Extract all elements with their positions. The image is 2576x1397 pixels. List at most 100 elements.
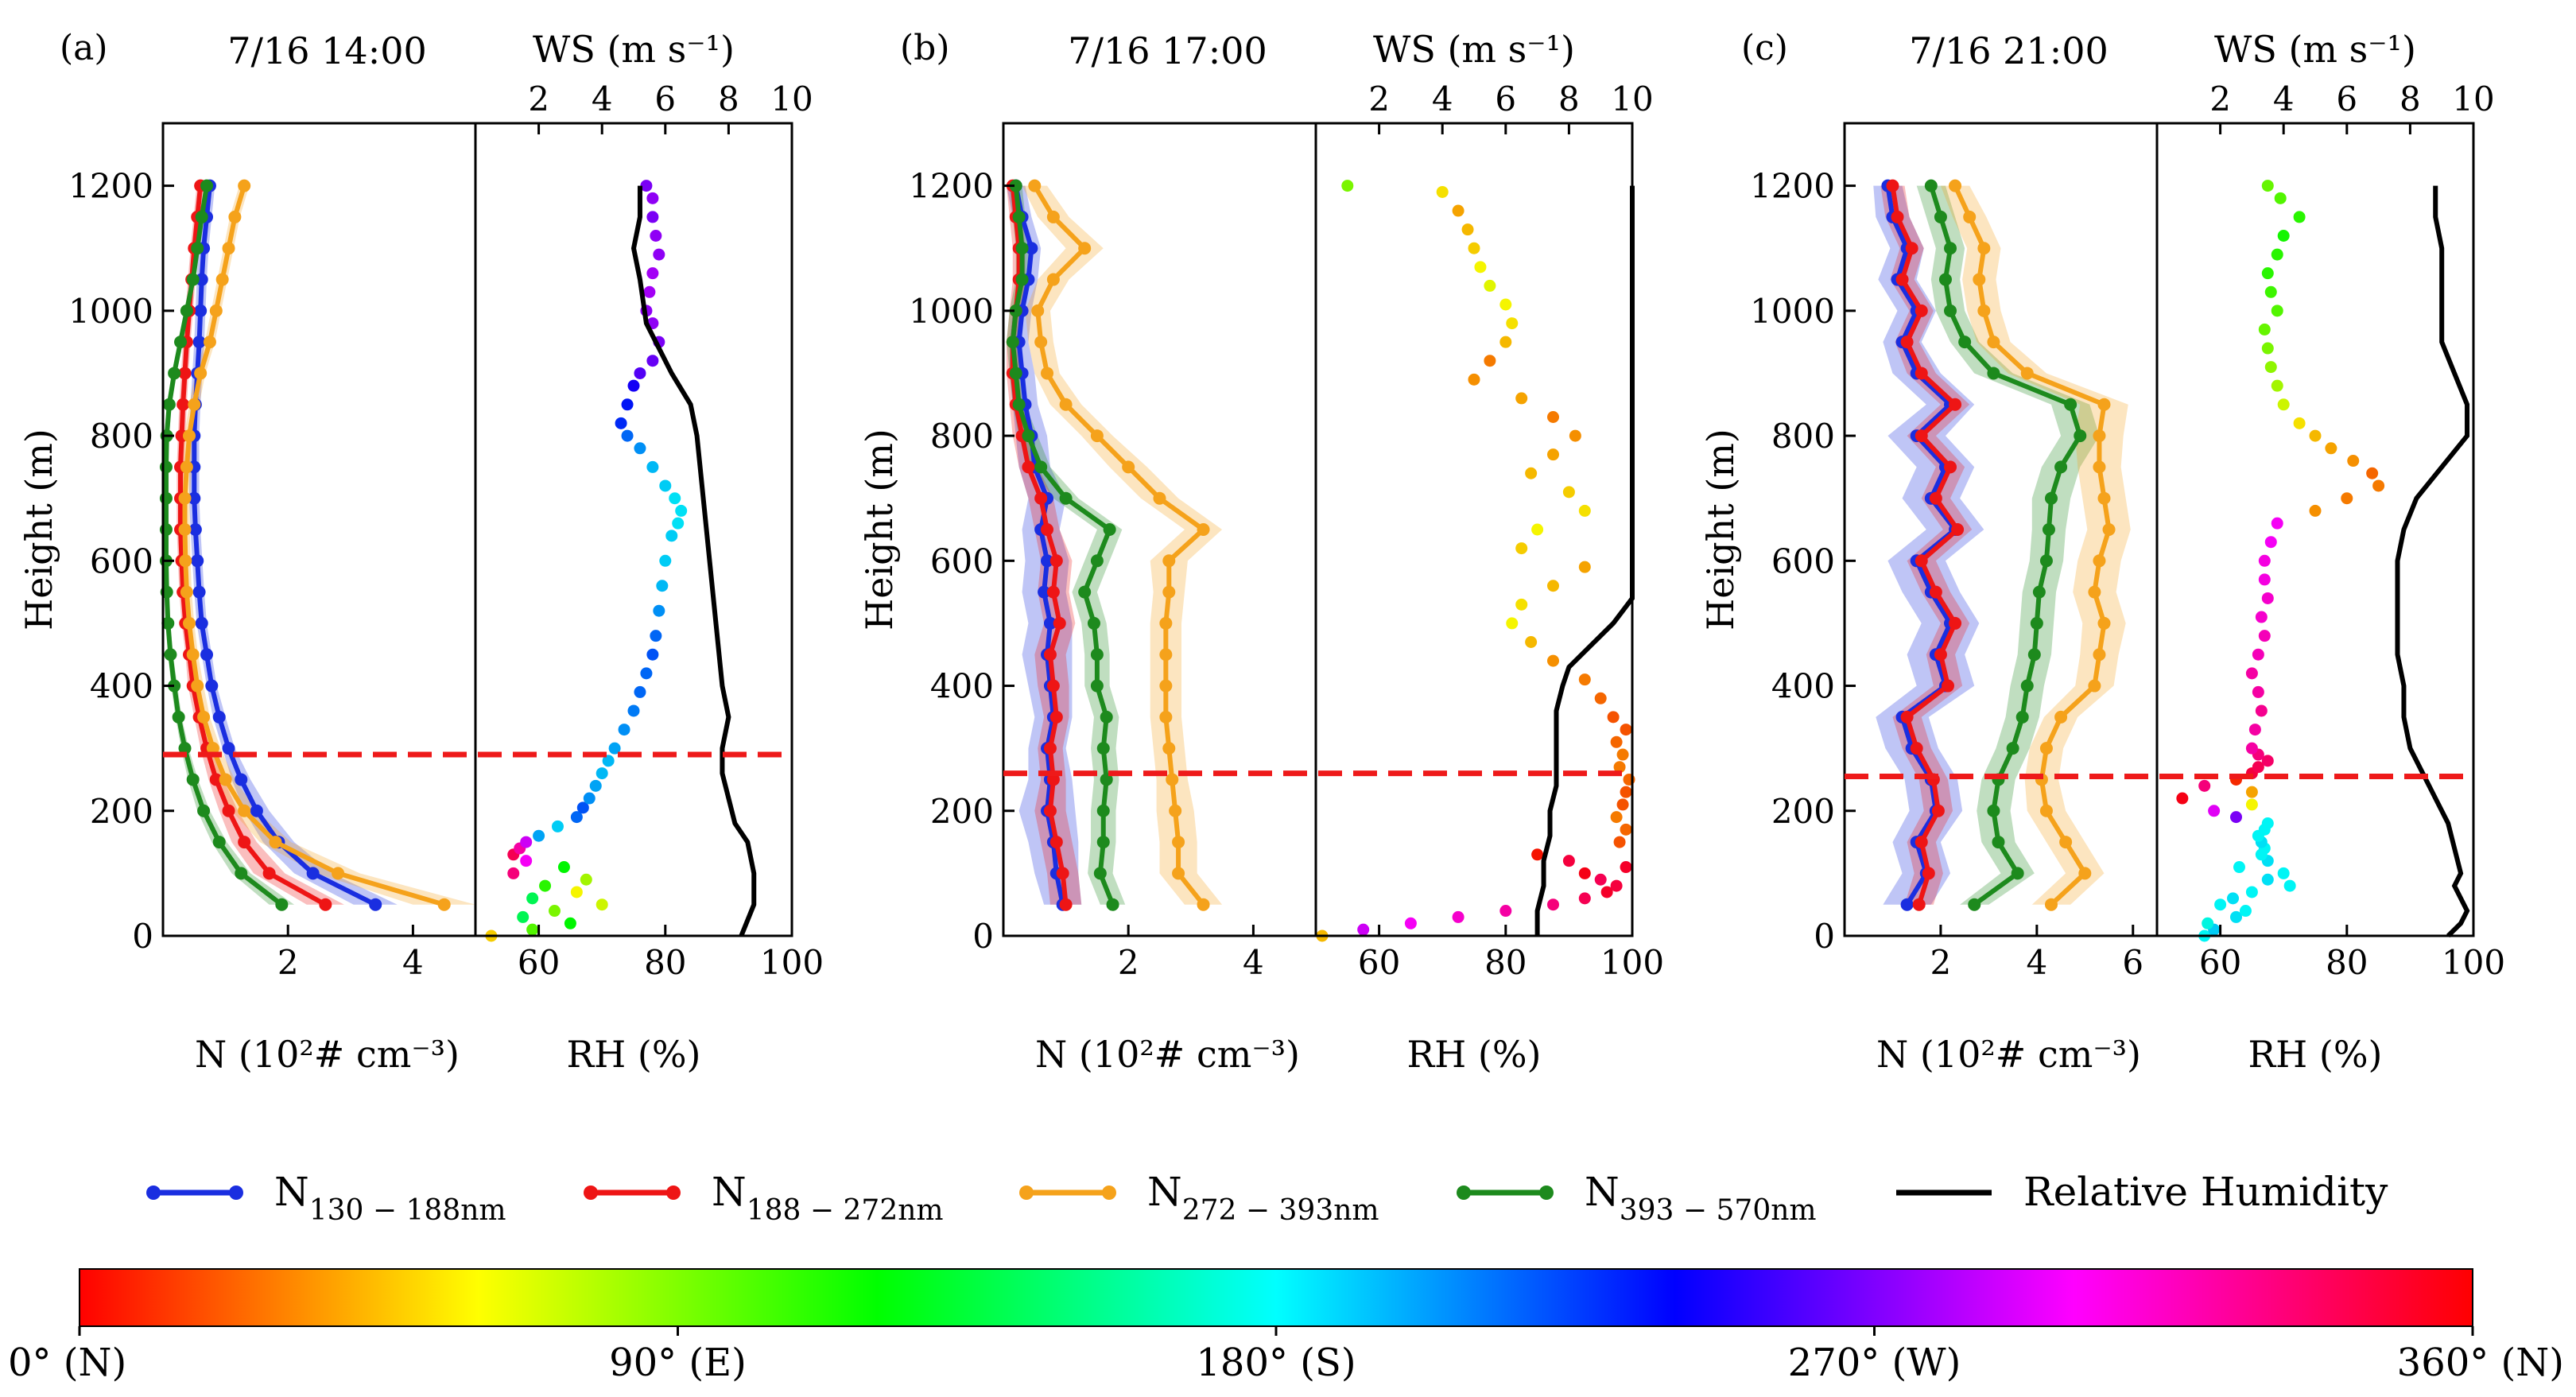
- wind-speed-point: [1531, 523, 1544, 536]
- ws-tick-label: 4: [1432, 80, 1453, 118]
- data-point-n130: [222, 742, 235, 755]
- data-point-n272: [2102, 523, 2116, 536]
- wind-speed-point: [1515, 542, 1528, 555]
- data-point-n272: [180, 585, 193, 599]
- data-point-n272: [228, 210, 242, 223]
- wind-speed-point: [2176, 792, 2189, 805]
- relative-humidity-line: [1534, 185, 1635, 936]
- wind-speed-point: [1506, 317, 1519, 330]
- data-point-n393: [2044, 491, 2058, 505]
- wind-speed-point: [1452, 204, 1465, 217]
- wind-speed-point: [1613, 761, 1626, 774]
- wind-speed-point: [2227, 892, 2240, 905]
- rh-tick-label: 60: [518, 943, 560, 982]
- panel-time: 7/16 17:00: [1068, 29, 1267, 72]
- data-point-n393: [1968, 898, 1981, 911]
- ws-tick-label: 8: [2399, 80, 2421, 118]
- data-point-n188: [1895, 273, 1909, 286]
- wind-speed-point: [596, 898, 608, 911]
- y-tick-label: 1000: [909, 292, 994, 331]
- wind-speed-point: [2258, 323, 2271, 336]
- data-point-n272: [2093, 429, 2106, 443]
- y-tick-label: 1000: [1750, 292, 1835, 331]
- rh-tick-label: 60: [1358, 943, 1400, 982]
- wind-speed-point: [1610, 811, 1623, 824]
- x-tick-label: 2: [1930, 943, 1952, 982]
- data-point-n393: [186, 273, 200, 286]
- data-point-n393: [1090, 554, 1104, 568]
- legend-label-main: N: [274, 1169, 309, 1215]
- wind-speed-point: [1468, 242, 1480, 254]
- data-point-n272: [437, 898, 451, 911]
- wind-speed-point: [2309, 504, 2322, 517]
- data-point-n130: [369, 898, 382, 911]
- data-point-n130: [1038, 585, 1051, 599]
- rh-axis-title: RH (%): [1407, 1033, 1542, 1076]
- wind-speed-point: [1610, 879, 1623, 892]
- data-point-n393: [2039, 554, 2053, 568]
- wind-speed-point: [2239, 905, 2252, 918]
- data-point-n393: [1096, 836, 1110, 849]
- meteorology-axes: 60 80 100 2 4 6 8 10 RH (%) WS (m s⁻¹): [485, 28, 824, 1076]
- wind-speed-point: [672, 517, 685, 530]
- wind-speed-point: [621, 398, 634, 411]
- legend-label: N188 − 272nm: [712, 1169, 944, 1227]
- uncertainty-band-n272: [1940, 185, 2131, 905]
- data-point-n130: [192, 336, 206, 349]
- wind-speed-point: [627, 704, 640, 717]
- y-axis-title: Height (m): [858, 429, 901, 631]
- data-point-n272: [1031, 304, 1045, 317]
- data-point-n188: [1949, 616, 1962, 630]
- data-point-n272: [2039, 804, 2053, 817]
- data-point-n188: [1915, 429, 1928, 443]
- data-point-n130: [188, 491, 201, 505]
- wind-speed-point: [2245, 667, 2258, 680]
- wind-speed-point: [2233, 861, 2245, 874]
- y-axis-title: Height (m): [1699, 429, 1742, 631]
- wind-speed-point: [507, 867, 520, 879]
- data-point-n272: [1197, 523, 1210, 536]
- data-point-n188: [1049, 710, 1063, 724]
- legend-item-n130: N130 − 188nm: [146, 1169, 506, 1227]
- wind-speed-point: [2271, 305, 2283, 317]
- data-point-n393: [1009, 367, 1022, 380]
- y-tick-label: 0: [972, 917, 994, 956]
- wind-speed-point: [2248, 724, 2261, 736]
- wind-speed-point: [2255, 704, 2268, 717]
- data-point-n188: [1043, 648, 1057, 662]
- y-axis-title: Height (m): [17, 429, 60, 631]
- wind-speed-point: [1594, 692, 1607, 704]
- data-point-n393: [1078, 585, 1092, 599]
- data-point-n130: [306, 867, 320, 880]
- data-point-n188: [1049, 836, 1063, 849]
- y-tick-label: 800: [1771, 417, 1835, 456]
- data-point-n393: [1006, 336, 1019, 349]
- data-point-n272: [203, 336, 216, 349]
- data-point-n272: [2097, 616, 2111, 630]
- data-point-n188: [1905, 242, 1918, 255]
- wind-speed-point: [1562, 855, 1575, 867]
- data-point-n393: [195, 210, 208, 223]
- x-tick-label: 2: [1118, 943, 1139, 982]
- data-point-n188: [1922, 867, 1935, 880]
- data-point-n272: [2093, 460, 2106, 474]
- meteorology-frame: [474, 122, 793, 937]
- data-point-n272: [1046, 273, 1060, 286]
- wind-speed-point: [1547, 410, 1559, 423]
- legend-marker: [1539, 1186, 1554, 1200]
- data-point-n188: [1046, 773, 1060, 786]
- data-point-n393: [2020, 679, 2034, 693]
- ws-tick-label: 10: [2452, 80, 2494, 118]
- wind-speed-point: [2264, 285, 2277, 298]
- wind-speed-point: [539, 879, 552, 892]
- rh-tick-label: 100: [760, 943, 824, 982]
- data-point-n272: [1078, 242, 1092, 255]
- wind-speed-point: [570, 811, 583, 824]
- colorbar-tick-label: 180° (S): [1196, 1341, 1356, 1385]
- wind-speed-point: [1594, 873, 1607, 886]
- data-point-n393: [275, 898, 289, 911]
- data-point-n393: [1100, 710, 1113, 724]
- data-point-n272: [1949, 179, 1962, 192]
- wind-speed-point: [621, 429, 634, 442]
